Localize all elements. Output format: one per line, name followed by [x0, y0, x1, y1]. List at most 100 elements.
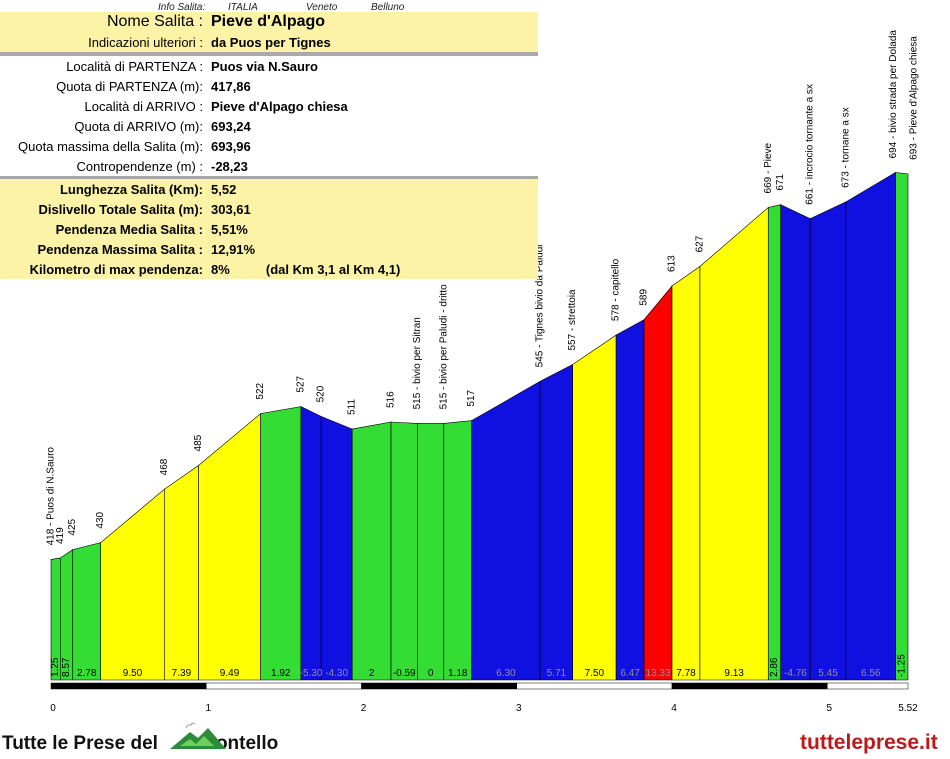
- km-bar-segment: [827, 682, 909, 690]
- km-bar-segment: [671, 682, 828, 690]
- summary-value: 8% (dal Km 3,1 al Km 4,1): [211, 261, 401, 277]
- info-row-start-place: Località di PARTENZA : Puos via N.Sauro: [0, 56, 538, 76]
- summary-value: 12,91%: [211, 241, 256, 257]
- point-label: 419: [55, 527, 66, 544]
- summary-row-length: Lunghezza Salita (Km): 5,52: [0, 179, 538, 199]
- info-row-notes: Indicazioni ulteriori : da Puos per Tign…: [0, 32, 538, 52]
- km-bar-segment: [50, 682, 207, 690]
- info-value: -28,23: [211, 158, 248, 174]
- point-label: 516: [386, 391, 397, 408]
- info-value: 693,24: [211, 118, 251, 134]
- grade-label: 9.49: [220, 668, 240, 679]
- point-label: 673 - tornane a sx: [840, 107, 851, 188]
- point-label: 589: [639, 289, 650, 306]
- grade-label: 9.50: [123, 668, 143, 679]
- summary-value: 303,61: [211, 201, 251, 217]
- point-label: 485: [193, 434, 204, 451]
- grade-label: -1.25: [896, 654, 907, 677]
- grade-label: -4.76: [784, 668, 807, 679]
- point-label: 671: [775, 174, 786, 191]
- info-row-max-altitude: Quota massima della Salita (m): 693,96: [0, 136, 538, 156]
- point-label: 520: [316, 385, 327, 402]
- grade-label: 1.25: [50, 657, 61, 677]
- grade-label: 2: [369, 668, 375, 679]
- grade-label: 1.92: [271, 668, 291, 679]
- grade-label: 7.50: [585, 668, 605, 679]
- x-tick-label: 5.52: [898, 703, 918, 714]
- summary-row-max-grade-km: Kilometro di max pendenza: 8% (dal Km 3,…: [0, 259, 538, 279]
- point-label: 522: [255, 382, 266, 399]
- x-tick-label: 4: [671, 703, 677, 714]
- info-label: Contropendenze (m) :: [76, 158, 203, 174]
- profile-segment: [300, 406, 322, 681]
- grade-label: 5.71: [547, 668, 567, 679]
- website-link[interactable]: tutteleprese.it: [800, 731, 938, 754]
- point-label: 693 - Pieve d'Alpago chiesa: [909, 36, 920, 160]
- profile-segment: [260, 406, 302, 681]
- profile-segment: [390, 421, 418, 681]
- info-row-counter-slopes: Contropendenze (m) : -28,23: [0, 156, 538, 176]
- profile-segment: [417, 423, 445, 681]
- point-label: 425: [67, 518, 78, 535]
- profile-segment: [471, 380, 541, 681]
- point-label: 669 - Pieve: [763, 142, 774, 193]
- profile-segment: [767, 204, 781, 681]
- point-label: 627: [694, 235, 705, 252]
- grade-label: 2.86: [769, 657, 780, 677]
- point-label: 511: [347, 399, 358, 415]
- climb-info-panel: Nome Salita : Pieve d'Alpago Indicazioni…: [0, 12, 538, 279]
- grade-label: -5.30: [300, 668, 323, 679]
- brand-logo-text: Tutte le Prese del ontello: [2, 733, 278, 755]
- profile-segment: [539, 364, 573, 681]
- profile-segment: [845, 171, 896, 681]
- km-bar-segment: [361, 682, 518, 690]
- summary-label: Pendenza Media Salita :: [55, 221, 203, 237]
- grade-label: 8.57: [61, 657, 72, 677]
- info-row-climb-name: Nome Salita : Pieve d'Alpago: [0, 12, 538, 32]
- point-label: 430: [95, 511, 106, 528]
- info-row-finish-place: Località di ARRIVO : Pieve d'Alpago chie…: [0, 96, 538, 116]
- point-label: 517: [466, 389, 477, 406]
- point-label: 545 - Tignes bivio da Paludi: [535, 244, 546, 367]
- brand-right: ontello: [215, 733, 279, 754]
- point-label: 418 - Puos di N.Sauro: [46, 447, 57, 546]
- grade-label: 5.45: [818, 668, 838, 679]
- point-label: 557 - strettoia: [567, 289, 578, 351]
- profile-segment: [671, 265, 701, 681]
- km-bar-segment: [516, 682, 673, 690]
- summary-label: Pendenza Massima Salita :: [37, 241, 203, 257]
- profile-segment: [443, 420, 473, 681]
- info-label: Località di PARTENZA :: [66, 58, 203, 74]
- summary-label: Kilometro di max pendenza:: [29, 261, 203, 277]
- summary-value: 5,51%: [211, 221, 248, 237]
- km-bar-segment: [206, 682, 362, 690]
- profile-segment: [699, 206, 769, 681]
- grade-label: 6.56: [861, 668, 881, 679]
- profile-segment: [100, 488, 165, 681]
- mountain-logo-icon: [170, 722, 226, 749]
- point-label: 515 - bivio per Sitran: [412, 317, 423, 409]
- profile-segment: [780, 204, 811, 681]
- info-label: Quota di ARRIVO (m):: [74, 118, 203, 134]
- info-label: Quota di PARTENZA (m):: [56, 78, 203, 94]
- province-label: Belluno: [371, 2, 405, 13]
- x-tick-label: 1: [205, 703, 211, 714]
- summary-row-max-grade: Pendenza Massima Salita : 12,91%: [0, 239, 538, 259]
- grade-label: 7.78: [676, 668, 696, 679]
- profile-segment: [72, 542, 101, 681]
- profile-segment: [809, 201, 847, 681]
- point-label: 694 - bivio strada per Dolada: [888, 30, 899, 159]
- summary-row-elevation-gain: Dislivello Totale Salita (m): 303,61: [0, 199, 538, 219]
- profile-segment: [320, 415, 353, 681]
- grade-label: -4.30: [325, 668, 348, 679]
- grade-label: 9.13: [724, 668, 744, 679]
- grade-label: 1.18: [448, 668, 468, 679]
- summary-label: Dislivello Totale Salita (m):: [38, 201, 203, 217]
- info-label: Quota massima della Salita (m):: [18, 138, 203, 154]
- grade-labels: 1.25 8.57 2.78 9.50 7.39 9.49 1.92 -5.30 -4.30 2 -…: [50, 654, 907, 679]
- grade-label: 6.30: [496, 668, 516, 679]
- info-label: Nome Salita :: [106, 13, 203, 30]
- x-axis: 0 1 2 3 4 5 5.52: [50, 682, 918, 714]
- point-label: 468: [159, 458, 170, 475]
- country-label: ITALIA: [228, 2, 258, 13]
